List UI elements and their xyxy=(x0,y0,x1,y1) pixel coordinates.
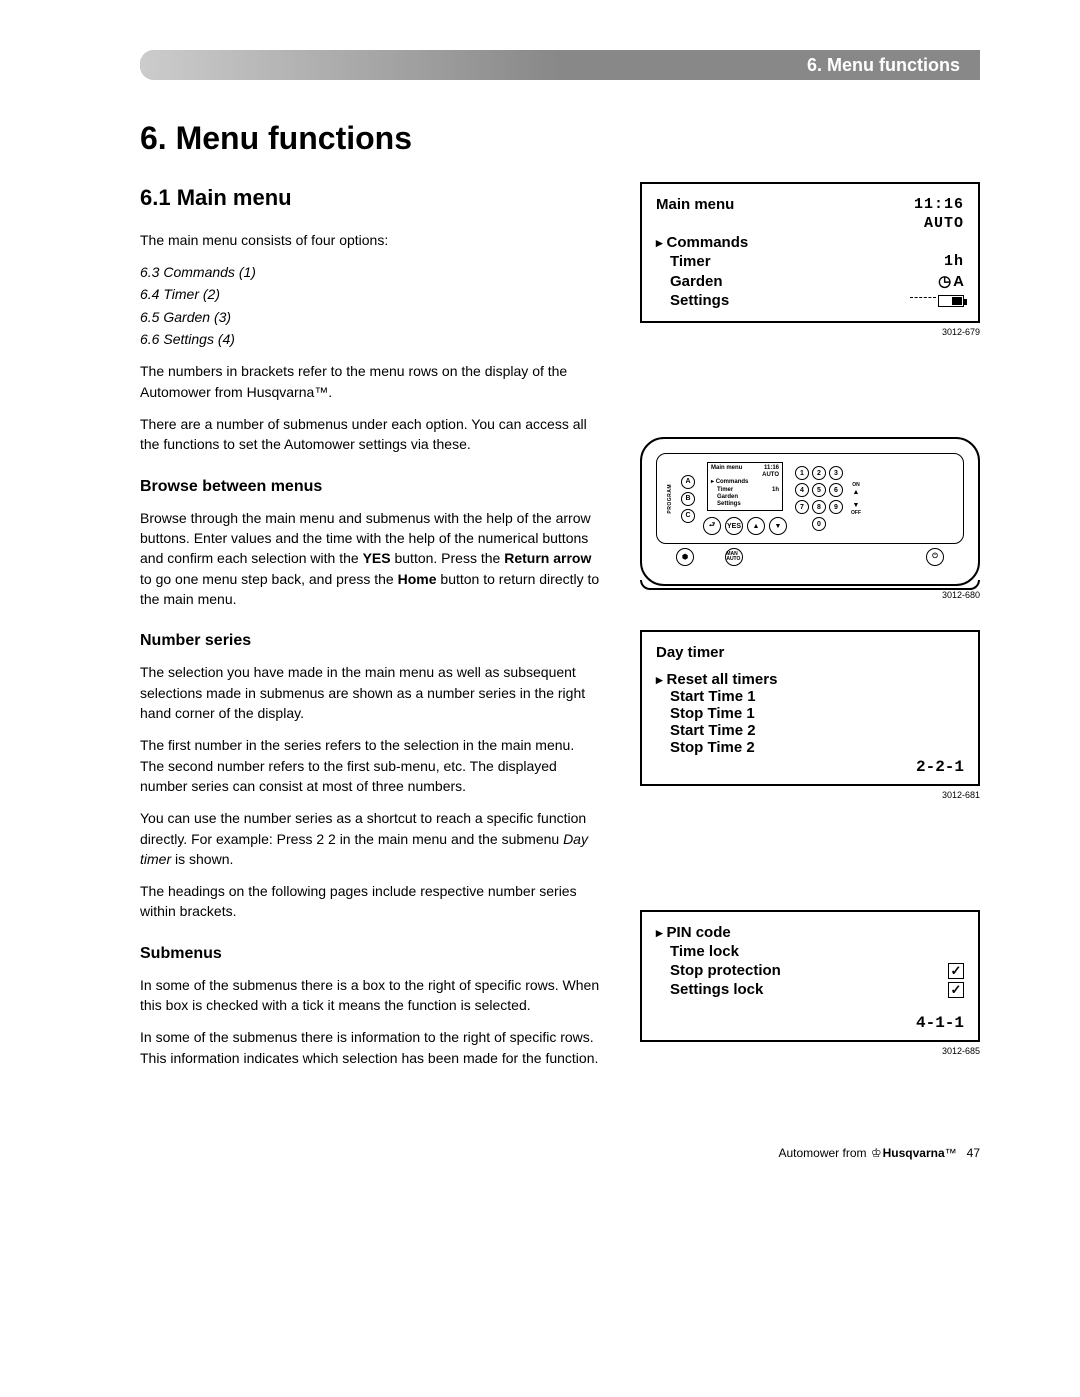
prog-c-button: C xyxy=(681,509,695,523)
stop-button: ⬢ xyxy=(676,548,694,566)
num-1: 1 xyxy=(795,466,809,480)
display-title: Main menu xyxy=(656,196,734,213)
num-5: 5 xyxy=(812,483,826,497)
up-button: ▲ xyxy=(747,517,765,535)
menu-item: Stop Time 2 xyxy=(656,739,964,756)
menu-item-settings: Settings xyxy=(656,292,729,309)
menu-item-commands: Commands xyxy=(656,234,748,251)
display-mode: AUTO xyxy=(924,215,964,232)
timer-value: 1h xyxy=(944,253,964,270)
display-time: 11:16 xyxy=(914,196,964,213)
crown-icon xyxy=(870,1146,883,1160)
home-button: ⮐ xyxy=(703,517,721,535)
paragraph: There are a number of submenus under eac… xyxy=(140,414,600,455)
paragraph: Browse through the main menu and submenu… xyxy=(140,508,600,609)
figure-caption: 3012-681 xyxy=(640,790,980,800)
paragraph: The selection you have made in the main … xyxy=(140,662,600,723)
display-main-menu: Main menu 11:16 AUTO Commands Timer 1h G… xyxy=(640,182,980,323)
display-security: PIN code Time lock Stop protection ✓ Set… xyxy=(640,910,980,1042)
off-arrow-icon: ▼ xyxy=(853,502,860,509)
paragraph: The numbers in brackets refer to the men… xyxy=(140,361,600,402)
intro-text: The main menu consists of four options: xyxy=(140,230,600,250)
man-auto-button: MAN AUTO xyxy=(725,548,743,566)
display-title: Day timer xyxy=(656,644,964,661)
menu-item-timer: Timer xyxy=(656,253,711,270)
clock-a-icon: A xyxy=(938,272,964,290)
prog-a-button: A xyxy=(681,475,695,489)
menu-item: Time lock xyxy=(656,943,739,960)
menu-item: Stop protection xyxy=(656,962,781,979)
section-heading: 6.1 Main menu xyxy=(140,182,600,214)
page-header: 6. Menu functions xyxy=(140,50,980,80)
numpad: 123 456 789 xyxy=(795,466,843,514)
page-title: 6. Menu functions xyxy=(140,120,980,157)
figure-column: Main menu 11:16 AUTO Commands Timer 1h G… xyxy=(640,182,980,1086)
option-item: 6.4 Timer (2) xyxy=(140,284,600,304)
text-column: 6.1 Main menu The main menu consists of … xyxy=(140,182,600,1086)
subheading: Browse between menus xyxy=(140,475,600,498)
paragraph: In some of the submenus there is informa… xyxy=(140,1027,600,1068)
figure-caption: 3012-685 xyxy=(640,1046,980,1056)
number-series: 4-1-1 xyxy=(916,1014,964,1032)
page-number: 47 xyxy=(967,1146,980,1160)
prog-b-button: B xyxy=(681,492,695,506)
battery-icon xyxy=(910,292,964,309)
number-series: 2-2-1 xyxy=(916,758,964,776)
paragraph: You can use the number series as a short… xyxy=(140,808,600,869)
subheading: Number series xyxy=(140,629,600,652)
paragraph: The first number in the series refers to… xyxy=(140,735,600,796)
paragraph: The headings on the following pages incl… xyxy=(140,881,600,922)
keypad-illustration: PROGRAM A B C Main menu11:16 AUTO ▸ Comm… xyxy=(640,437,980,586)
num-0: 0 xyxy=(812,517,826,531)
num-8: 8 xyxy=(812,500,826,514)
menu-item: Settings lock xyxy=(656,981,763,998)
header-title: 6. Menu functions xyxy=(807,55,960,76)
num-9: 9 xyxy=(829,500,843,514)
num-3: 3 xyxy=(829,466,843,480)
checkbox-checked-icon: ✓ xyxy=(948,982,964,998)
num-6: 6 xyxy=(829,483,843,497)
figure-caption: 3012-680 xyxy=(640,590,980,600)
down-button: ▼ xyxy=(769,517,787,535)
on-arrow-icon: ▲ xyxy=(853,489,860,496)
option-item: 6.5 Garden (3) xyxy=(140,307,600,327)
menu-item: PIN code xyxy=(656,924,731,941)
menu-item: Reset all timers xyxy=(656,671,964,688)
menu-item: Start Time 1 xyxy=(656,688,964,705)
menu-item: Start Time 2 xyxy=(656,722,964,739)
num-4: 4 xyxy=(795,483,809,497)
num-2: 2 xyxy=(812,466,826,480)
option-item: 6.3 Commands (1) xyxy=(140,262,600,282)
checkbox-checked-icon: ✓ xyxy=(948,963,964,979)
mini-screen: Main menu11:16 AUTO ▸ Commands Timer1h G… xyxy=(707,462,783,511)
program-label: PROGRAM xyxy=(667,484,673,514)
side-controls: ON ▲ ▼ OFF xyxy=(851,482,861,516)
num-7: 7 xyxy=(795,500,809,514)
figure-caption: 3012-679 xyxy=(640,327,980,337)
menu-item: Stop Time 1 xyxy=(656,705,964,722)
option-list: 6.3 Commands (1) 6.4 Timer (2) 6.5 Garde… xyxy=(140,262,600,349)
yes-button: YES xyxy=(725,517,743,535)
paragraph: In some of the submenus there is a box t… xyxy=(140,975,600,1016)
subheading: Submenus xyxy=(140,942,600,965)
page-footer: Automower from Husqvarna™ 47 xyxy=(140,1146,980,1160)
display-day-timer: Day timer Reset all timers Start Time 1 … xyxy=(640,630,980,786)
power-button: ⏻ xyxy=(926,548,944,566)
option-item: 6.6 Settings (4) xyxy=(140,329,600,349)
menu-item-garden: Garden xyxy=(656,273,723,290)
